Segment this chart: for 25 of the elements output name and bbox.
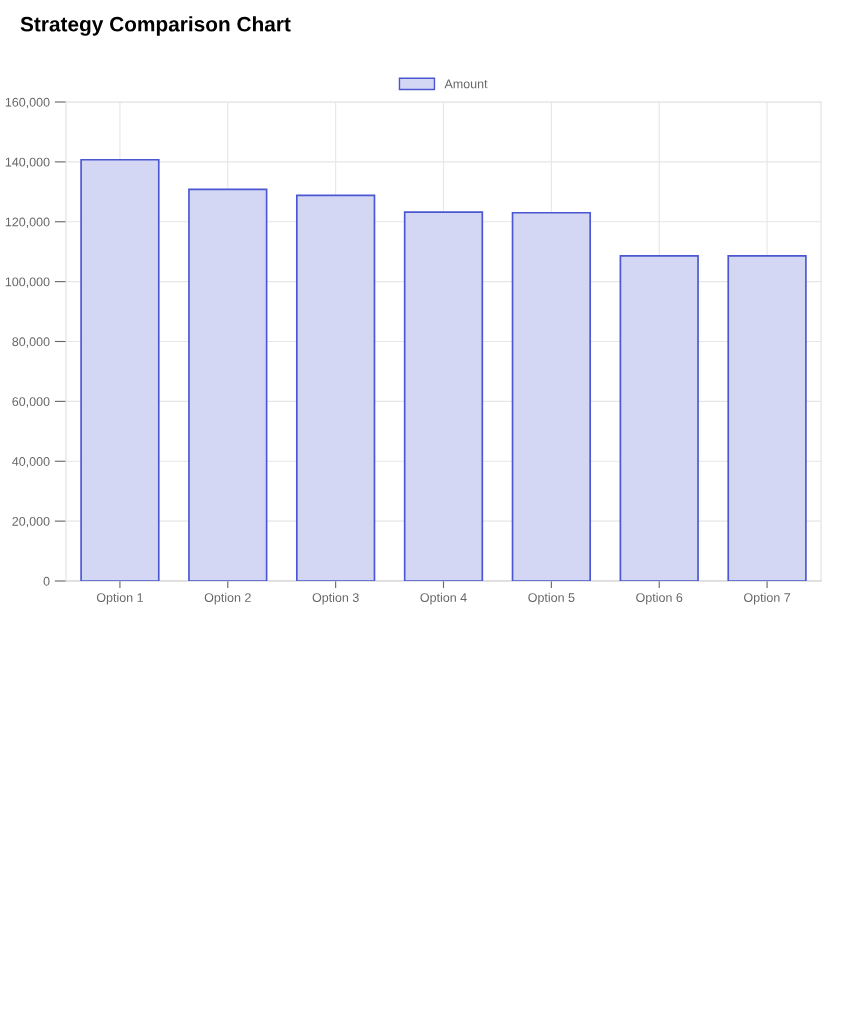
- bar: [727, 255, 807, 581]
- y-tick-label: 100,000: [5, 277, 50, 288]
- y-tick-label: 80,000: [12, 337, 50, 348]
- x-tick-label: Option 5: [528, 592, 575, 605]
- x-tick-label: Option 4: [420, 592, 467, 605]
- y-tick-label: 0: [43, 576, 50, 586]
- y-tick-label: 140,000: [5, 157, 50, 168]
- bar: [80, 158, 160, 581]
- y-tick-label: 40,000: [12, 457, 50, 468]
- y-tick-label: 120,000: [5, 217, 50, 228]
- x-tick-label: Option 6: [636, 592, 683, 605]
- y-tick-label: 60,000: [12, 397, 50, 408]
- x-tick-label: Option 3: [312, 592, 359, 605]
- bar: [295, 194, 376, 581]
- legend-label: Amount: [444, 79, 488, 89]
- y-tick-label: 160,000: [5, 97, 50, 109]
- chart-title: Strategy Comparison Chart: [20, 16, 291, 36]
- x-tick-label: Option 7: [744, 592, 791, 605]
- x-tick-label: Option 2: [204, 592, 251, 605]
- bar: [403, 211, 484, 581]
- y-tick-label: 20,000: [12, 516, 50, 528]
- bar: [619, 255, 699, 581]
- bar: [511, 211, 592, 581]
- bar: [188, 188, 268, 581]
- x-tick-label: Option 1: [96, 592, 143, 605]
